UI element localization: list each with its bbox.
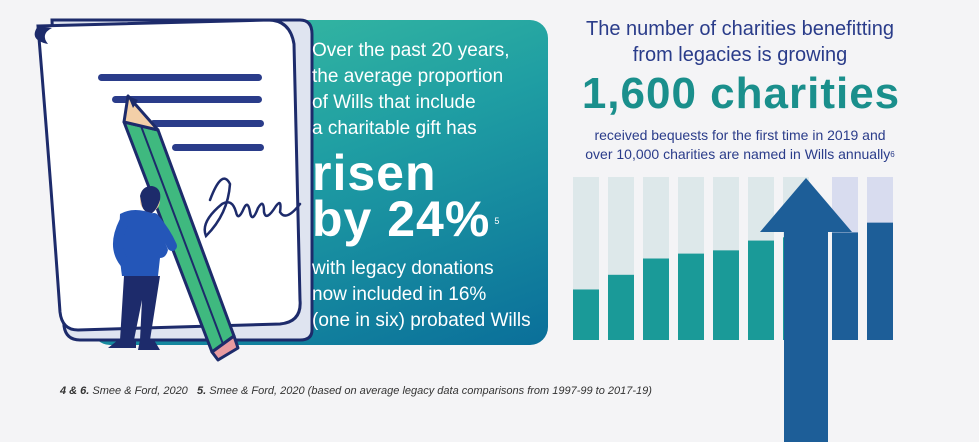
outro-text: with legacy donations now included in 16… <box>312 258 531 331</box>
reference-marker: 6 <box>890 150 895 159</box>
bar-fill <box>678 253 704 340</box>
document-line <box>98 74 262 81</box>
growth-bar-graphic <box>573 177 893 442</box>
bar-fill <box>573 289 599 340</box>
intro-text: Over the past 20 years, the average prop… <box>312 40 510 139</box>
bar-fill <box>867 222 893 340</box>
bar-fill <box>748 240 774 340</box>
bar-fill <box>643 258 669 340</box>
document-line <box>112 96 262 103</box>
signature-icon <box>203 177 302 239</box>
reference-marker: 5 <box>494 216 500 226</box>
footnote: 4 & 6. Smee & Ford, 2020 5. Smee & Ford,… <box>60 385 652 397</box>
bar-fill <box>713 250 739 340</box>
headline-stat: risen by 24% 5 <box>312 145 500 247</box>
document-line <box>150 120 264 127</box>
charities-subtext: received bequests for the first time in … <box>585 127 895 162</box>
document-line <box>172 144 264 151</box>
document-curl <box>34 26 52 44</box>
bar-fill <box>608 274 634 340</box>
bar-fill <box>832 232 858 340</box>
panel-text: Over the past 20 years, the average prop… <box>312 38 542 334</box>
pencil-icon <box>122 94 240 362</box>
growth-arrow-icon <box>760 178 852 442</box>
will-illustration <box>34 18 314 362</box>
charities-stat: 1,600 charities <box>581 69 901 118</box>
person-illustration <box>108 186 177 350</box>
charities-heading: The number of charities benefitting from… <box>586 18 894 66</box>
